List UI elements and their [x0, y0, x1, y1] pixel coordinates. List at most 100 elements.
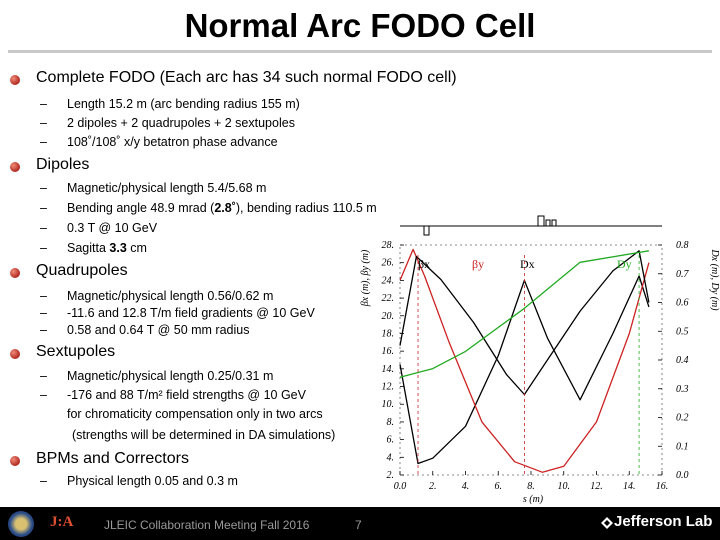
x-tick-label: 2.	[429, 481, 437, 492]
bullet-icon	[10, 268, 20, 278]
title-divider	[8, 50, 712, 53]
series-d-y	[399, 250, 650, 378]
dash-marker: –	[40, 388, 47, 402]
y-left-tick-label: 28.	[382, 240, 395, 251]
list-item-bold: 3.3	[109, 241, 127, 255]
list-item-text: Magnetic/physical length 0.56/0.62 m	[67, 289, 274, 303]
section-heading: Quadrupoles	[36, 262, 128, 279]
list-item-text: 2 dipoles + 2 quadrupoles + 2 sextupoles	[67, 116, 295, 130]
bullet-icon	[10, 75, 20, 85]
list-item-text: Bending angle 48.9 mrad (	[67, 201, 215, 215]
y-left-tick-label: 22.	[382, 293, 395, 304]
section-heading: Sextupoles	[36, 343, 116, 360]
list-item: – 108˚/108˚ x/y betatron phase advance	[40, 134, 278, 150]
dash-marker: –	[40, 306, 47, 320]
y-left-tick-label: 20.	[382, 311, 395, 322]
magnet-layout	[400, 215, 662, 236]
y-right-tick-label: 0.3	[676, 384, 689, 395]
y-right-tick-label: 0.6	[676, 298, 689, 309]
x-tick-label: 6.	[495, 481, 503, 492]
x-tick-layer: 0.0 2. 4. 6. 8. 10. 12. 14. 16.	[394, 471, 669, 492]
y-right-tick-label: 0.4	[676, 355, 689, 366]
x-tick-label: 0.0	[394, 481, 407, 492]
legend-beta-x: βx	[418, 257, 430, 271]
x-tick-label: 16.	[656, 481, 669, 492]
list-item-continuation: for chromaticity compensation only in tw…	[67, 407, 323, 421]
list-item-text: Length 15.2 m (arc bending radius 155 m)	[67, 97, 300, 111]
list-item-text: 0.3 T @ 10 GeV	[67, 221, 158, 235]
title-bar: Normal Arc FODO Cell	[0, 0, 720, 53]
dash-marker: –	[40, 135, 47, 149]
list-item: – Bending angle 48.9 mrad (2.8˚), bending…	[40, 200, 377, 216]
dash-marker: –	[40, 289, 47, 303]
jla-logo-icon: J:A	[38, 513, 98, 535]
list-item-text: -176 and 88 T/m² field strengths @ 10 Ge…	[67, 388, 306, 402]
bullet-icon	[10, 349, 20, 359]
list-item: – -176 and 88 T/m² field strengths @ 10 G…	[40, 387, 306, 403]
y-left-tick-label: 18.	[382, 328, 395, 339]
sextupole-magnet	[551, 219, 557, 227]
y-right-tick-label: 0.0	[676, 470, 689, 481]
quadrupole-magnet	[423, 225, 430, 236]
quadrupole-magnet	[537, 215, 545, 227]
list-item: – Length 15.2 m (arc bending radius 155 m…	[40, 96, 300, 112]
y-left-tick-layer: 2. 4. 6. 8. 10. 12. 14. 16. 18. 20. 22. 24. 26. 28.	[382, 240, 404, 481]
jefferson-lab-mark-icon	[601, 517, 613, 529]
list-item-text: 108˚/108˚ x/y betatron phase advance	[67, 135, 278, 149]
list-item-text: Sagitta	[67, 241, 110, 255]
list-item-text: cm	[126, 241, 147, 255]
doe-seal-icon	[8, 511, 34, 537]
bullet-icon	[10, 456, 20, 466]
dash-marker: –	[40, 369, 47, 383]
sextupole-magnet	[545, 219, 551, 227]
list-item-text: ), bending radius 110.5 m	[235, 201, 377, 215]
y-left-tick-label: 6.	[387, 435, 395, 446]
legend-beta-y: βy	[472, 257, 484, 271]
x-tick-label: 12.	[590, 481, 603, 492]
lattice-function-chart: 0.0 2. 4. 6. 8. 10. 12. 14. 16. 2.4.6.8.10.12.14…	[360, 215, 720, 505]
list-item-continuation: (strengths will be determined in DA simu…	[72, 428, 336, 442]
y-axis-right-label: Dx (m), Dy (m)	[709, 248, 720, 311]
y-left-tick-label: 10.	[382, 399, 395, 410]
page-title: Normal Arc FODO Cell	[184, 7, 536, 44]
plot-frame	[399, 244, 663, 476]
jefferson-lab-logo-text: Jefferson Lab	[614, 513, 713, 530]
footer-meeting-label: JLEIC Collaboration Meeting Fall 2016	[104, 518, 310, 532]
dash-marker: –	[40, 241, 47, 255]
y-right-tick-label: 0.2	[676, 413, 689, 424]
y-left-tick-label: 12.	[382, 382, 395, 393]
dash-marker: –	[40, 97, 47, 111]
dash-marker: –	[40, 221, 47, 235]
y-left-tick-label: 4.	[387, 452, 395, 463]
y-left-tick-label: 16.	[382, 346, 395, 357]
list-item: – Magnetic/physical length 0.25/0.31 m	[40, 368, 273, 384]
y-left-tick-label: 26.	[382, 258, 395, 269]
list-item: – 0.58 and 0.64 T @ 50 mm radius	[40, 322, 249, 338]
jla-logo-text: J:A	[50, 514, 74, 530]
footer-bar	[0, 507, 720, 540]
list-item-text: Magnetic/physical length 0.25/0.31 m	[67, 369, 274, 383]
list-item-text: -11.6 and 12.8 T/m field gradients @ 10 …	[67, 306, 315, 320]
series-beta-y	[399, 248, 650, 473]
y-right-tick-layer: 0.0 0.1 0.2 0.3 0.4 0.5 0.6 0.7 0.8	[658, 240, 690, 481]
x-tick-label: 8.	[527, 481, 535, 492]
dash-marker: –	[40, 474, 47, 488]
list-item-text: 0.58 and 0.64 T @ 50 mm radius	[67, 323, 250, 337]
list-item-bold: 2.8˚	[214, 201, 236, 215]
y-left-tick-label: 8.	[387, 417, 395, 428]
list-item: – Magnetic/physical length 0.56/0.62 m	[40, 288, 273, 304]
legend-d-x: Dx	[520, 257, 535, 271]
section-heading: Complete FODO (Each arc has 34 such norm…	[36, 69, 457, 86]
section-heading: Dipoles	[36, 156, 90, 173]
y-right-tick-label: 0.8	[676, 240, 689, 251]
y-left-tick-label: 2.	[387, 470, 395, 481]
list-item: – Sagitta 3.3 cm	[40, 240, 147, 256]
y-left-tick-label: 14.	[382, 364, 395, 375]
dash-marker: –	[40, 116, 47, 130]
legend-d-y: Dy	[617, 257, 632, 271]
x-axis-label: s (m)	[523, 494, 544, 505]
y-axis-left-label: βx (m), βy (m)	[360, 249, 371, 307]
section-heading: BPMs and Correctors	[36, 450, 189, 467]
series-layer	[399, 248, 650, 475]
x-tick-label: 14.	[623, 481, 636, 492]
